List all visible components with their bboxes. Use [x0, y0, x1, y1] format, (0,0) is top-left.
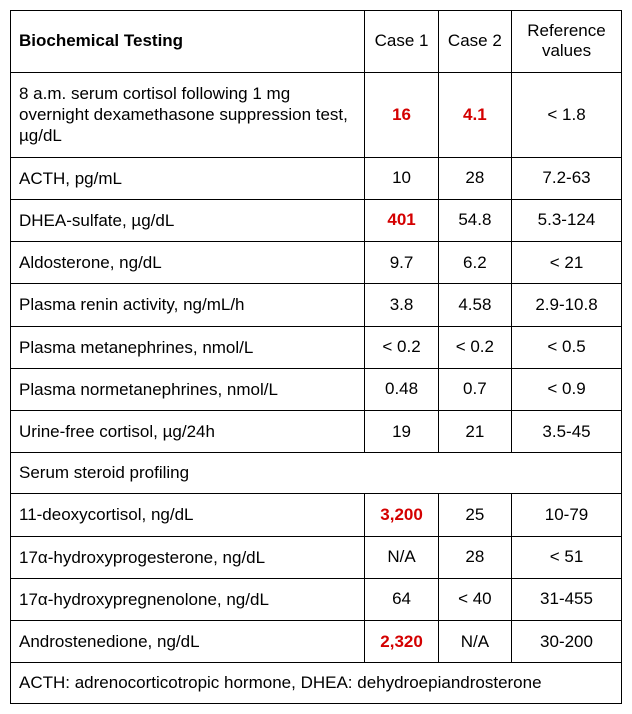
- case1-value: 9.7: [365, 242, 438, 284]
- reference-value: < 1.8: [512, 72, 622, 157]
- reference-value: 3.5-45: [512, 411, 622, 453]
- case1-value: < 0.2: [365, 326, 438, 368]
- footer-row: ACTH: adrenocorticotropic hormone, DHEA:…: [11, 663, 622, 704]
- case2-value: 4.1: [438, 72, 511, 157]
- case1-value: 64: [365, 578, 438, 620]
- test-name: ACTH, pg/mL: [11, 157, 365, 199]
- case2-value: < 40: [438, 578, 511, 620]
- table-row: DHEA-sulfate, µg/dL40154.85.3-124: [11, 199, 622, 241]
- test-name: Plasma renin activity, ng/mL/h: [11, 284, 365, 326]
- reference-value: < 51: [512, 536, 622, 578]
- case1-value: 0.48: [365, 368, 438, 410]
- reference-value: 2.9-10.8: [512, 284, 622, 326]
- reference-value: 5.3-124: [512, 199, 622, 241]
- table-body: 8 a.m. serum cortisol following 1 mg ove…: [11, 72, 622, 704]
- case2-value: 0.7: [438, 368, 511, 410]
- reference-value: < 0.5: [512, 326, 622, 368]
- test-name: Plasma metanephrines, nmol/L: [11, 326, 365, 368]
- case2-value: 6.2: [438, 242, 511, 284]
- reference-value: < 0.9: [512, 368, 622, 410]
- case2-value: < 0.2: [438, 326, 511, 368]
- footer-text: ACTH: adrenocorticotropic hormone, DHEA:…: [11, 663, 622, 704]
- case2-value: 25: [438, 494, 511, 536]
- header-case1: Case 1: [365, 11, 438, 73]
- table-row: Plasma normetanephrines, nmol/L0.480.7< …: [11, 368, 622, 410]
- biochemical-table: Biochemical Testing Case 1 Case 2 Refere…: [10, 10, 622, 704]
- case2-value: 28: [438, 157, 511, 199]
- case1-value: 401: [365, 199, 438, 241]
- test-name: 17α-hydroxypregnenolone, ng/dL: [11, 578, 365, 620]
- table-row: Urine-free cortisol, µg/24h19213.5-45: [11, 411, 622, 453]
- case1-value: 10: [365, 157, 438, 199]
- section-header: Serum steroid profiling: [11, 453, 622, 494]
- test-name: 8 a.m. serum cortisol following 1 mg ove…: [11, 72, 365, 157]
- case1-value: 3.8: [365, 284, 438, 326]
- table-row: 17α-hydroxypregnenolone, ng/dL64< 4031-4…: [11, 578, 622, 620]
- case1-value: 2,320: [365, 621, 438, 663]
- test-name: Plasma normetanephrines, nmol/L: [11, 368, 365, 410]
- header-case2: Case 2: [438, 11, 511, 73]
- reference-value: 30-200: [512, 621, 622, 663]
- header-testing: Biochemical Testing: [11, 11, 365, 73]
- test-name: Urine-free cortisol, µg/24h: [11, 411, 365, 453]
- reference-value: 10-79: [512, 494, 622, 536]
- case1-value: N/A: [365, 536, 438, 578]
- reference-value: 31-455: [512, 578, 622, 620]
- table-row: 11-deoxycortisol, ng/dL3,2002510-79: [11, 494, 622, 536]
- table-row: Androstenedione, ng/dL2,320N/A30-200: [11, 621, 622, 663]
- table-row: 17α-hydroxyprogesterone, ng/dLN/A28< 51: [11, 536, 622, 578]
- case2-value: 28: [438, 536, 511, 578]
- header-row: Biochemical Testing Case 1 Case 2 Refere…: [11, 11, 622, 73]
- case2-value: 54.8: [438, 199, 511, 241]
- test-name: DHEA-sulfate, µg/dL: [11, 199, 365, 241]
- test-name: 17α-hydroxyprogesterone, ng/dL: [11, 536, 365, 578]
- table-row: ACTH, pg/mL10287.2-63: [11, 157, 622, 199]
- reference-value: 7.2-63: [512, 157, 622, 199]
- test-name: Aldosterone, ng/dL: [11, 242, 365, 284]
- header-reference: Reference values: [512, 11, 622, 73]
- reference-value: < 21: [512, 242, 622, 284]
- case1-value: 16: [365, 72, 438, 157]
- case1-value: 19: [365, 411, 438, 453]
- table-row: 8 a.m. serum cortisol following 1 mg ove…: [11, 72, 622, 157]
- case2-value: 4.58: [438, 284, 511, 326]
- case1-value: 3,200: [365, 494, 438, 536]
- test-name: Androstenedione, ng/dL: [11, 621, 365, 663]
- section-header-row: Serum steroid profiling: [11, 453, 622, 494]
- case2-value: N/A: [438, 621, 511, 663]
- table-row: Plasma renin activity, ng/mL/h3.84.582.9…: [11, 284, 622, 326]
- test-name: 11-deoxycortisol, ng/dL: [11, 494, 365, 536]
- table-row: Aldosterone, ng/dL9.76.2< 21: [11, 242, 622, 284]
- table-row: Plasma metanephrines, nmol/L< 0.2< 0.2< …: [11, 326, 622, 368]
- case2-value: 21: [438, 411, 511, 453]
